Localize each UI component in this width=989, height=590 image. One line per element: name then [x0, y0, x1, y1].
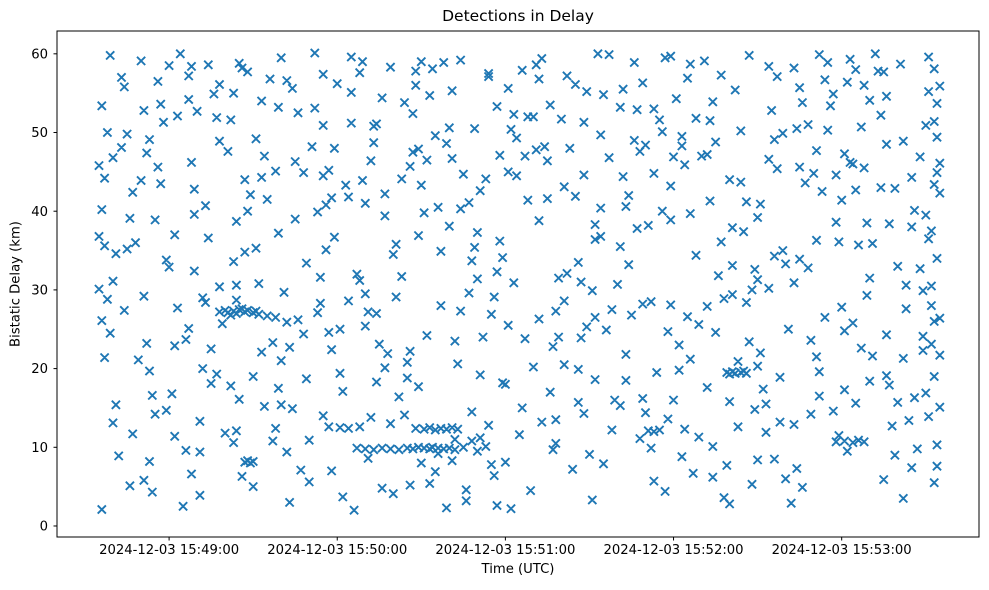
- scatter-points-path: [94, 48, 945, 515]
- y-tick-label: 20: [31, 362, 48, 377]
- x-tick-label: 2024-12-03 15:53:00: [772, 543, 912, 558]
- scatter-points: [94, 48, 945, 515]
- y-tick-label: 50: [31, 126, 48, 141]
- y-tick-label: 10: [31, 441, 48, 456]
- x-tick-label: 2024-12-03 15:50:00: [267, 543, 407, 558]
- y-tick-label: 0: [40, 520, 48, 535]
- x-axis: 2024-12-03 15:49:00 2024-12-03 15:50:00 20…: [99, 537, 912, 558]
- y-tick-label: 40: [31, 205, 48, 220]
- y-tick-label: 30: [31, 284, 48, 299]
- plot-frame: [56, 30, 980, 538]
- x-tick-label: 2024-12-03 15:51:00: [435, 543, 575, 558]
- y-axis-label: Bistatic Delay (km): [8, 221, 24, 347]
- x-tick-label: 2024-12-03 15:52:00: [604, 543, 744, 558]
- y-axis: 0 10 20 30 40 50 60: [31, 47, 57, 535]
- y-tick-label: 60: [31, 47, 48, 62]
- x-tick-label: 2024-12-03 15:49:00: [99, 543, 239, 558]
- x-axis-label: Time (UTC): [481, 562, 555, 577]
- chart-title: Detections in Delay: [442, 7, 594, 25]
